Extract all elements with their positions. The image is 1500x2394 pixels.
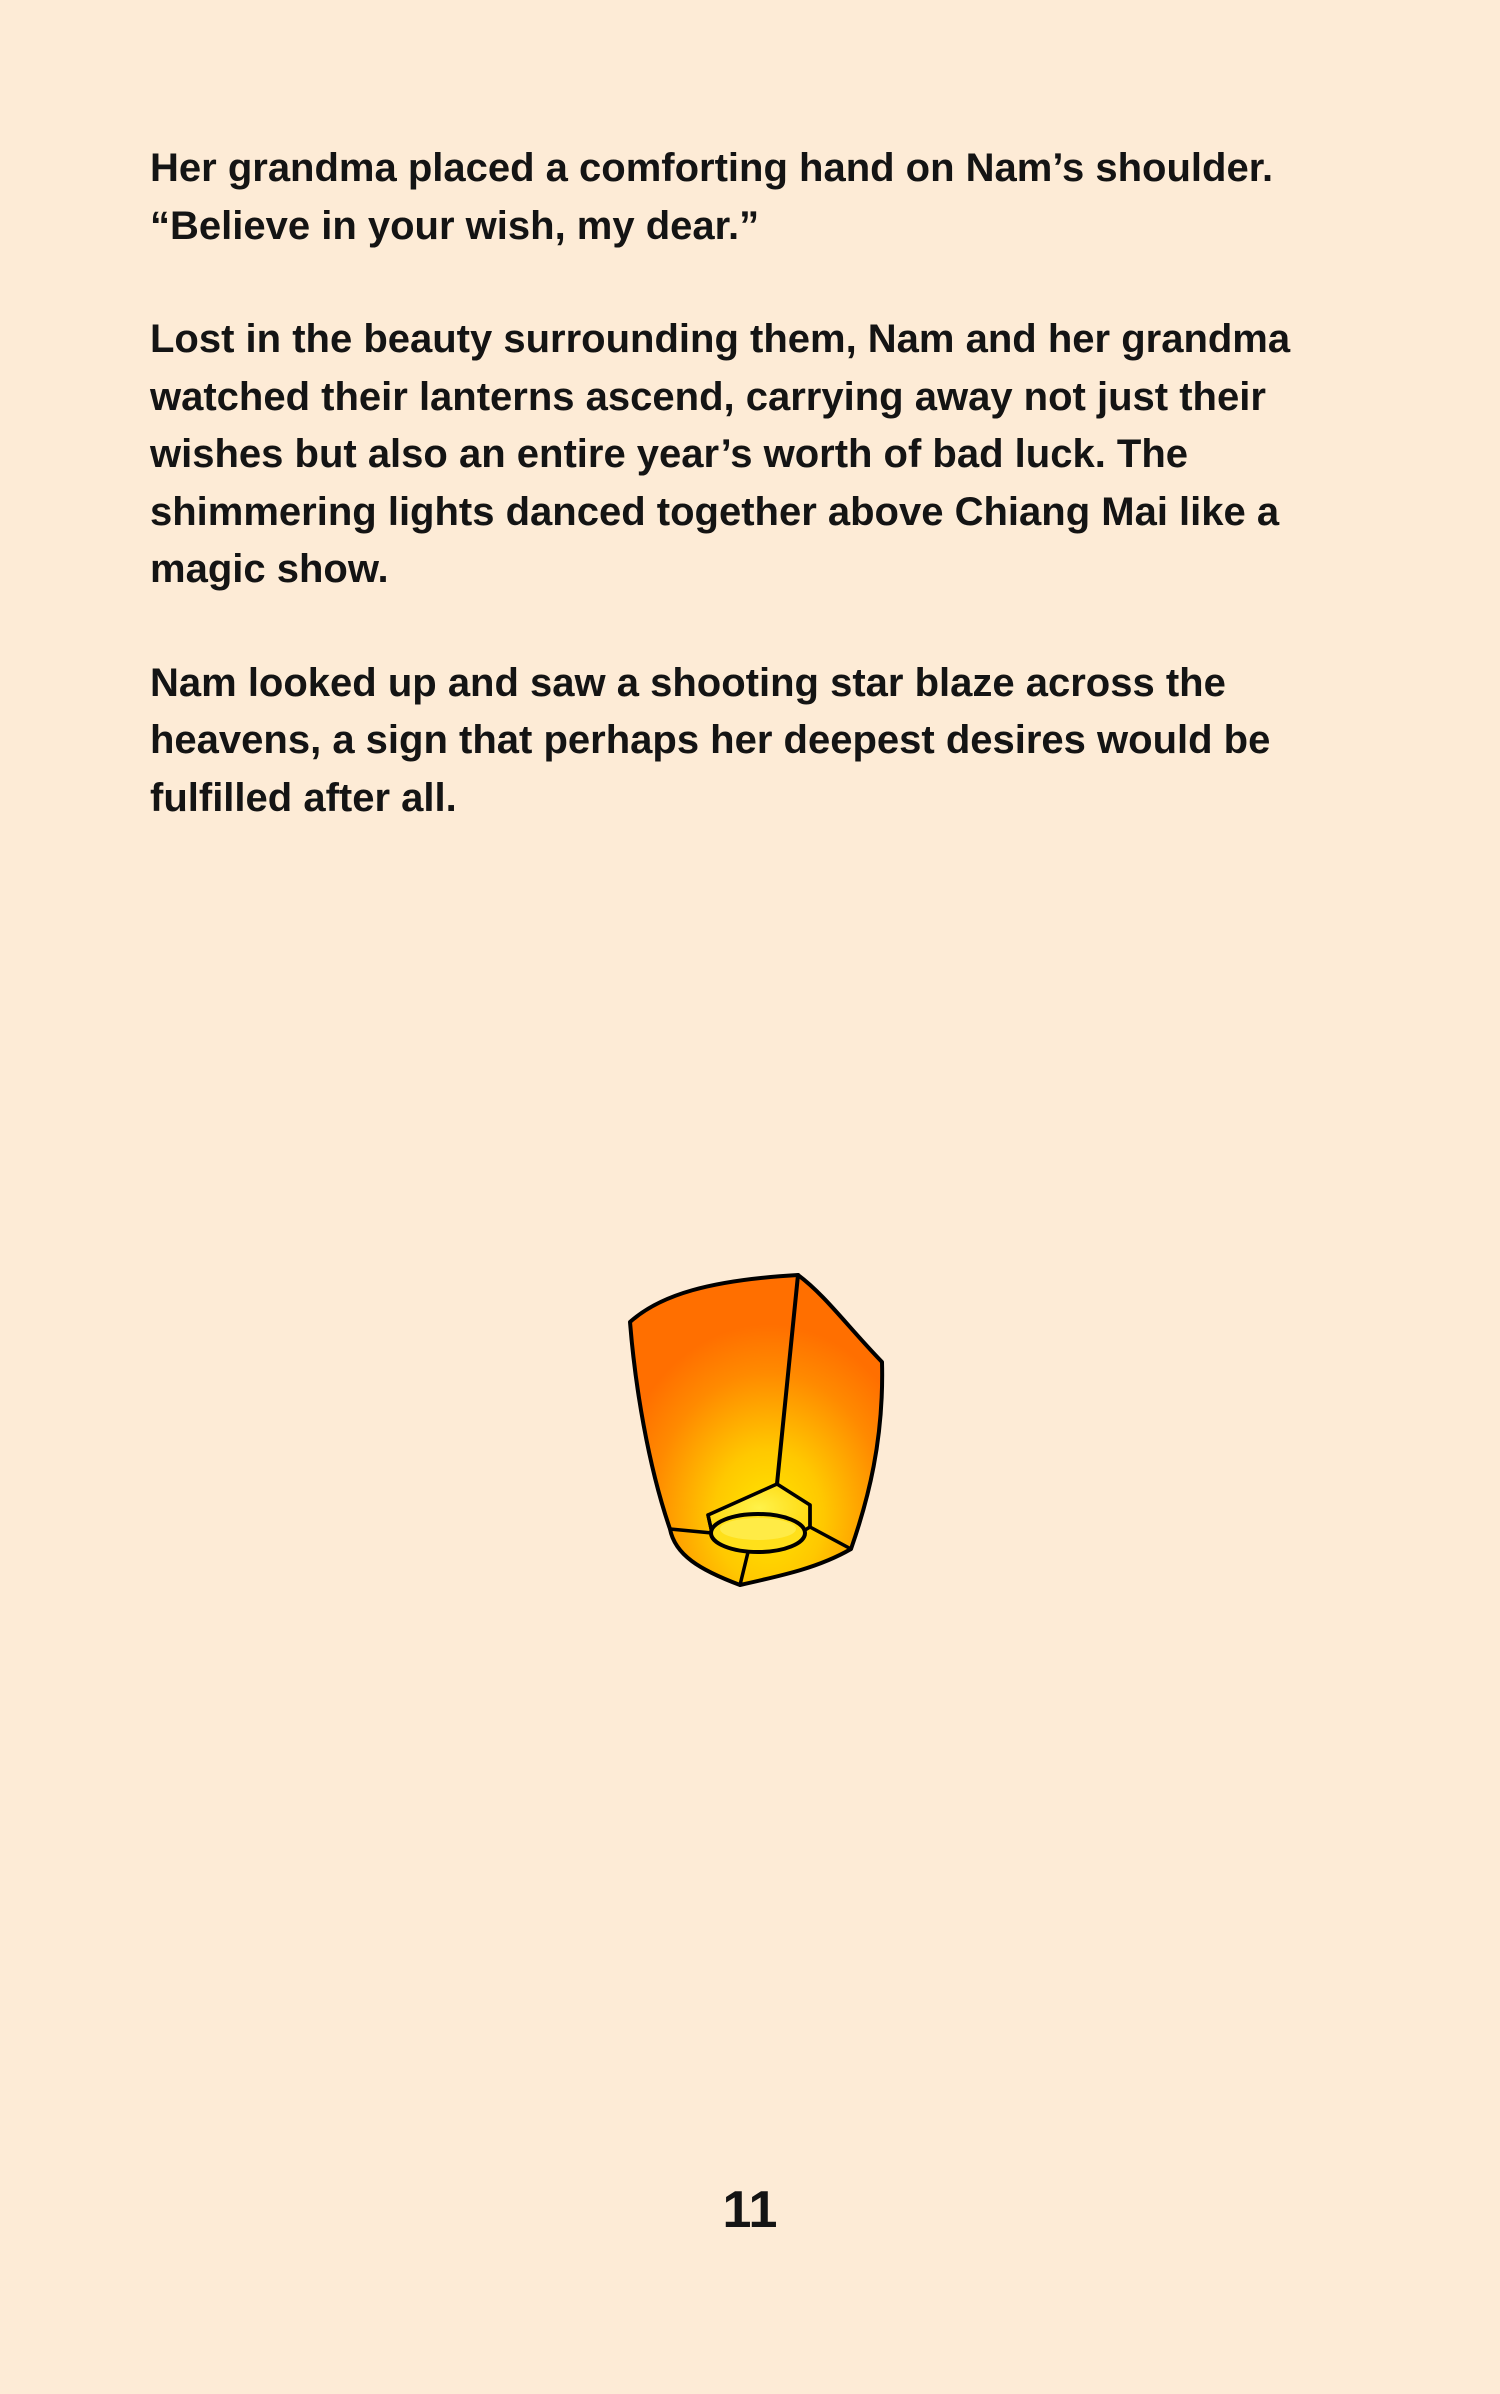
story-line: watched their lanterns ascend, carrying … — [150, 374, 1266, 419]
story-line: Nam looked up and saw a shooting star bl… — [150, 660, 1226, 705]
sky-lantern-icon — [620, 1265, 890, 1595]
story-line: wishes but also an entire year’s worth o… — [150, 432, 1189, 476]
story-line: Her grandma placed a comforting hand on … — [150, 146, 1274, 190]
story-paragraph-2: Lost in the beauty surrounding them, Nam… — [150, 311, 1350, 599]
story-line: magic show. — [150, 547, 389, 591]
story-line: shimmering lights danced together above … — [150, 489, 1280, 534]
story-line: heavens, a sign that perhaps her deepest… — [150, 718, 1271, 762]
story-line: “Believe in your wish, my dear.” — [150, 203, 760, 248]
story-paragraph-1: Her grandma placed a comforting hand on … — [150, 140, 1350, 255]
page-number: 11 — [722, 2181, 778, 2239]
story-line: Lost in the beauty surrounding them, Nam… — [150, 317, 1291, 361]
story-line: fulfilled after all. — [150, 775, 457, 820]
story-text: Her grandma placed a comforting hand on … — [150, 140, 1350, 883]
story-paragraph-3: Nam looked up and saw a shooting star bl… — [150, 655, 1350, 828]
